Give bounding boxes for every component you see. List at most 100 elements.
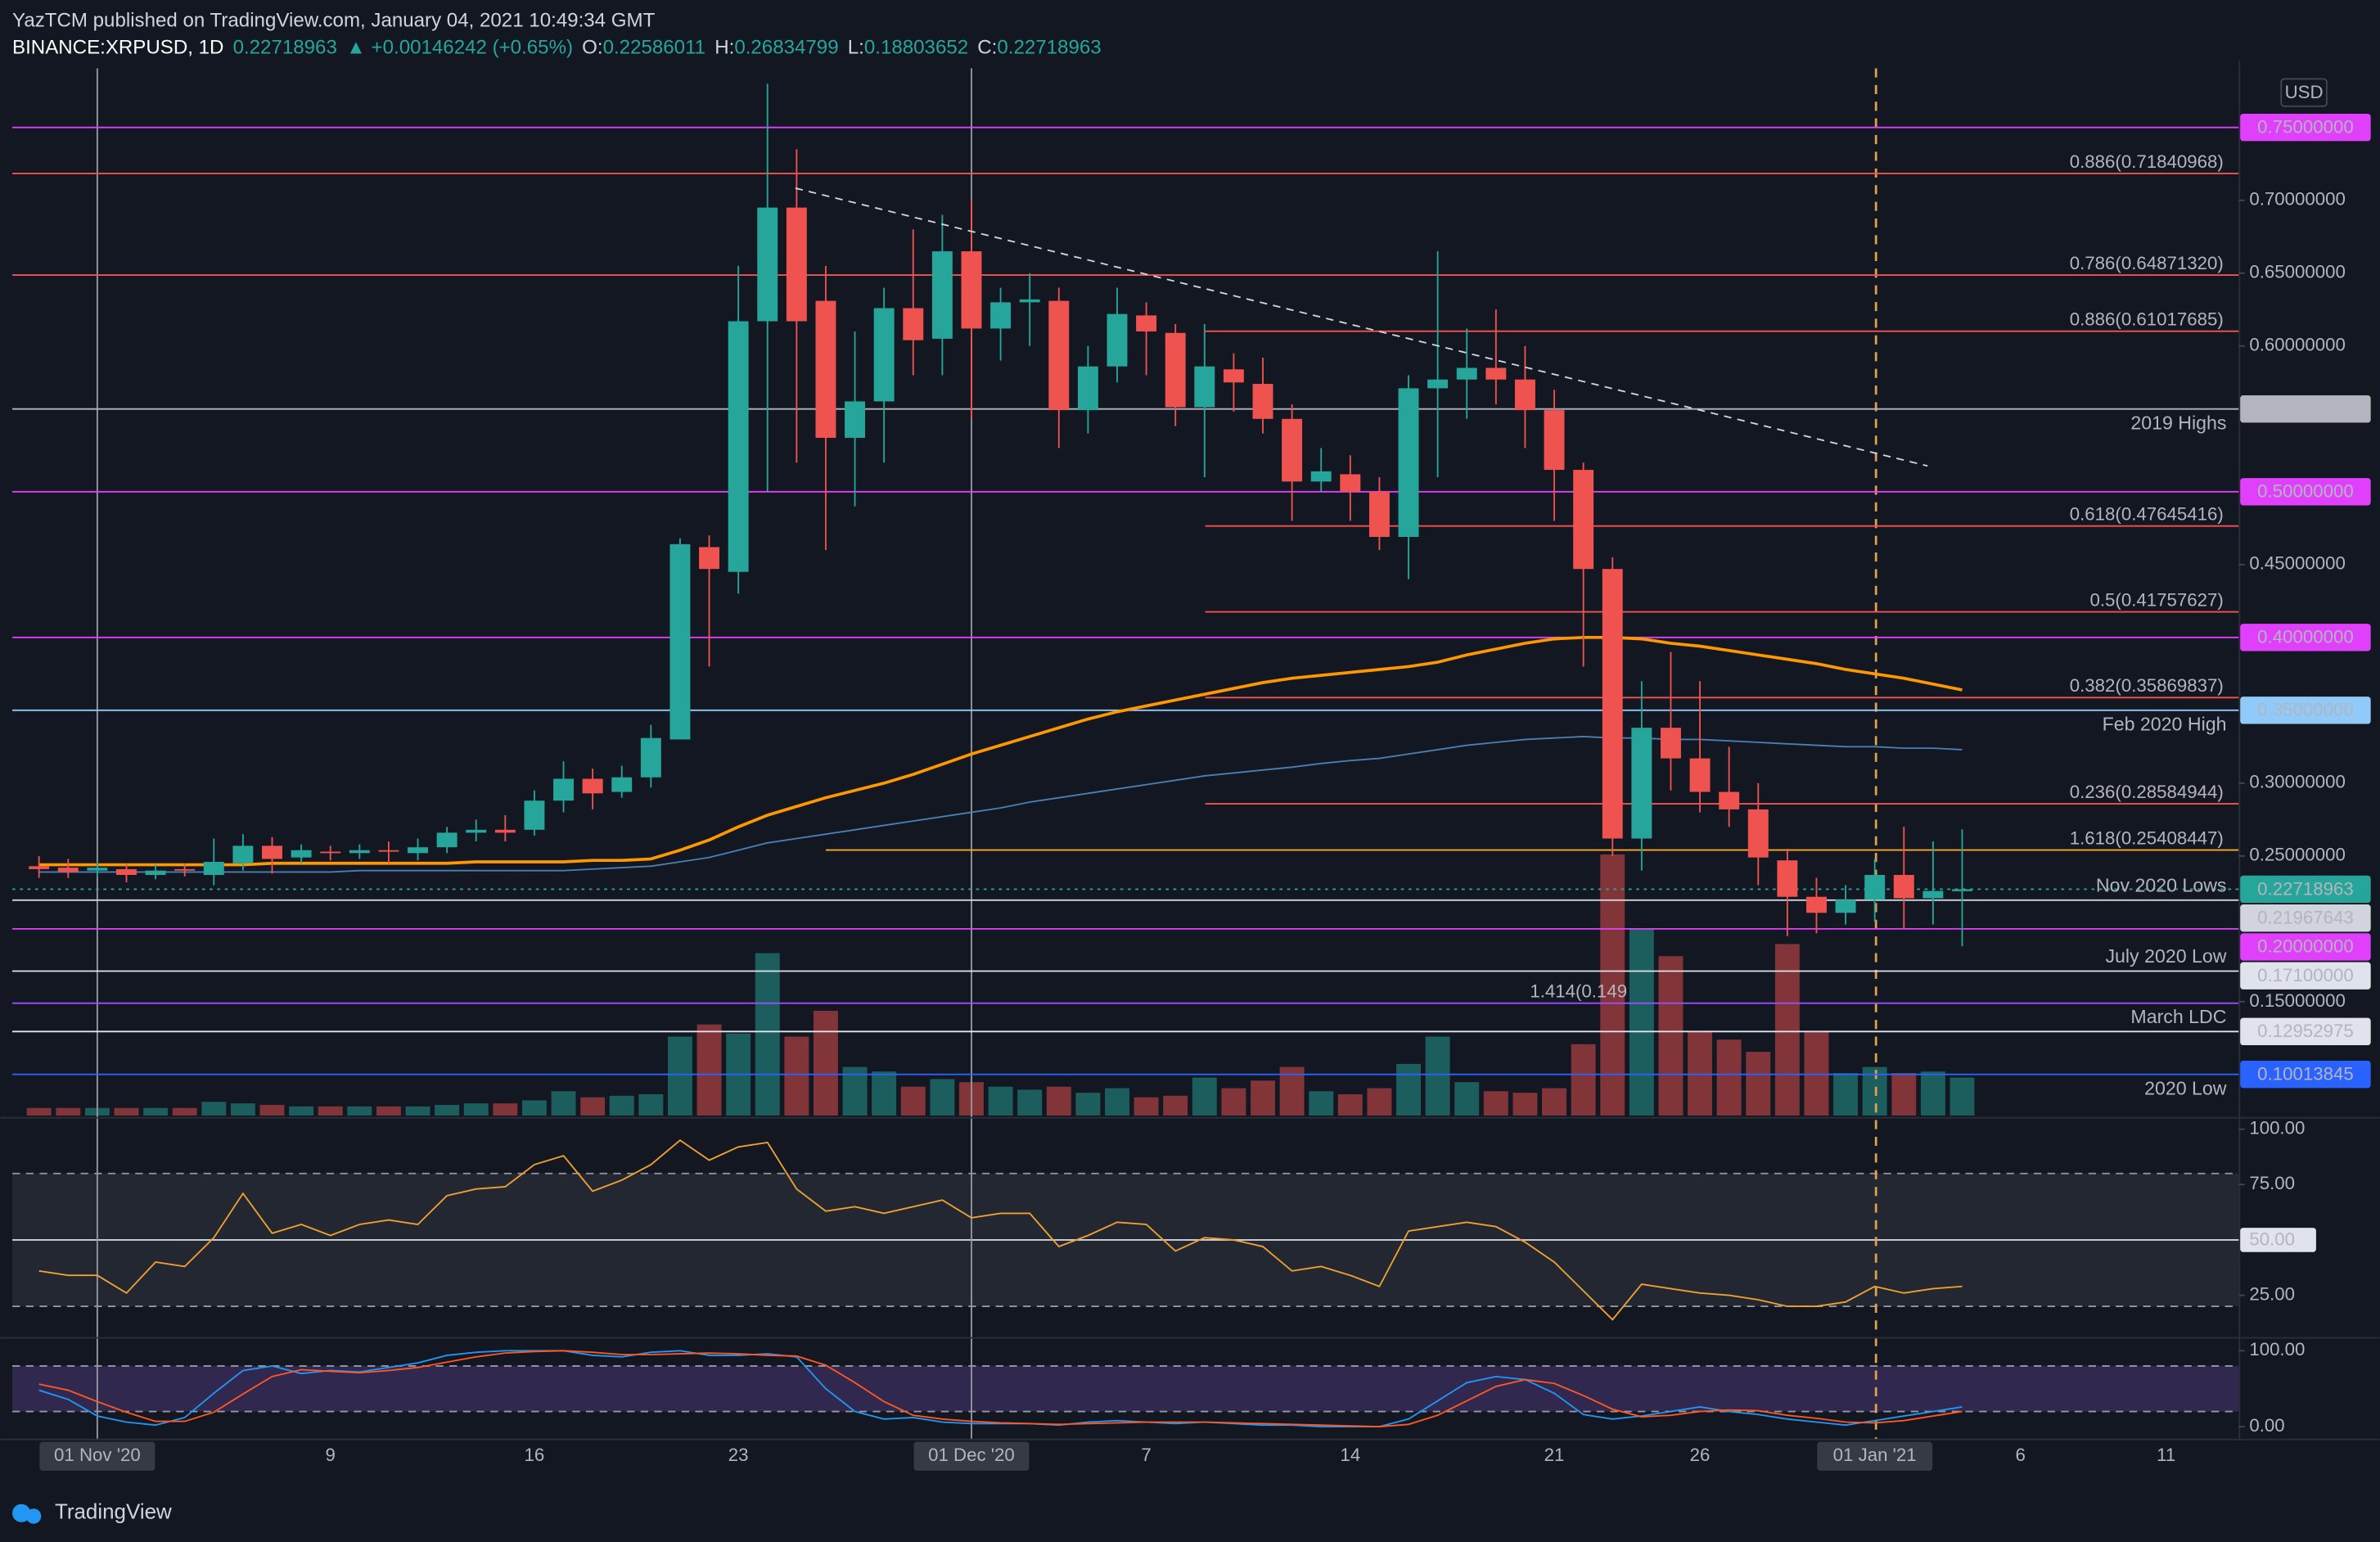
x-tick-box: [1817, 1441, 1933, 1471]
price-tag-label: 0.35000000: [2257, 700, 2354, 720]
candle-body: [1747, 809, 1769, 858]
x-tick-label: 7: [1141, 1445, 1151, 1465]
volume-bar: [1134, 1097, 1159, 1116]
volume-bar: [493, 1103, 518, 1116]
y-tick-label: 0.25000000: [2249, 845, 2346, 865]
volume-bar: [988, 1086, 1013, 1116]
price-tag: [2240, 904, 2371, 932]
level-label: 0.618(0.47645416): [2070, 504, 2224, 525]
volume-bar: [1542, 1088, 1566, 1116]
candle-body: [1019, 299, 1040, 303]
candle-body: [1223, 369, 1244, 383]
volume-bar: [1629, 928, 1654, 1116]
candle-body: [232, 845, 254, 863]
volume-bar: [1192, 1077, 1217, 1116]
midline-label: 50.00: [2249, 1229, 2295, 1250]
candle-body: [1777, 860, 1798, 897]
volume-bar: [1512, 1093, 1538, 1116]
volume-bar: [1483, 1091, 1508, 1116]
y-tick-label: 75.00: [2249, 1173, 2295, 1193]
candle-body: [1952, 889, 1972, 891]
candle-body: [1252, 384, 1273, 419]
candle-body: [408, 847, 428, 854]
currency: USD: [2285, 82, 2324, 102]
brand-logo: TradingView: [12, 1499, 172, 1524]
candle-body: [1544, 410, 1565, 471]
trendline: [795, 187, 1928, 467]
ohlc-label: C:: [977, 37, 997, 59]
volume-bar: [1251, 1080, 1275, 1116]
candle-body: [611, 777, 633, 792]
candle-body: [1107, 313, 1128, 367]
volume-bar: [667, 1036, 692, 1116]
y-tick-label: 100.00: [2249, 1118, 2305, 1138]
candle-body: [436, 832, 458, 848]
candle-body: [815, 300, 836, 438]
volume-bar: [1075, 1093, 1101, 1116]
price-tag: [2240, 1017, 2371, 1046]
price-tag-label: 0.20000000: [2257, 936, 2354, 957]
candle-body: [1806, 896, 1827, 913]
volume-bar: [1046, 1086, 1071, 1116]
candle-body: [145, 870, 166, 876]
candle-body: [786, 207, 807, 322]
candle-body: [1427, 379, 1449, 389]
price-tag: [2240, 875, 2371, 904]
level-label: 0.886(0.71840968): [2070, 151, 2224, 172]
ohlc-label: H:: [714, 37, 734, 59]
midline-tag: [2240, 1228, 2316, 1252]
price-tag-label: 0.10013845: [2257, 1063, 2354, 1084]
candle-body: [1835, 900, 1856, 913]
candle-body: [553, 778, 574, 801]
moving-average: [38, 635, 1963, 867]
y-tick-label: 0.00: [2249, 1415, 2284, 1436]
brand: TradingView: [55, 1499, 172, 1524]
candle-body: [640, 737, 661, 778]
candle-body: [582, 778, 603, 794]
volume-bar: [1920, 1071, 1945, 1116]
price-tag: [2240, 395, 2371, 423]
volume-bar: [1571, 1044, 1596, 1116]
price-tag: [2240, 962, 2371, 990]
indicator-line: [38, 1138, 1963, 1321]
level-label: 0.382(0.35869837): [2070, 675, 2224, 696]
volume-bar: [114, 1107, 139, 1116]
volume-bar: [463, 1103, 489, 1116]
level-note: Nov 2020 Lows: [2096, 874, 2227, 895]
volume-bar: [56, 1107, 81, 1116]
volume-bar: [1017, 1089, 1043, 1116]
ohlc-value: 0.26834799: [734, 37, 838, 59]
x-tick-label: 01 Jan '21: [1833, 1445, 1917, 1465]
x-tick-label: 14: [1340, 1445, 1360, 1465]
candle-body: [1136, 315, 1157, 331]
candle-body: [845, 401, 866, 438]
volume-bar: [289, 1106, 314, 1116]
symbol: BINANCE:XRPUSD, 1D: [12, 37, 223, 59]
volume-bar: [1716, 1039, 1742, 1116]
candle-body: [1602, 569, 1623, 839]
candle-body: [1893, 875, 1914, 899]
candle-body: [757, 207, 778, 322]
candle-body: [1368, 491, 1390, 537]
candle-body: [1514, 379, 1535, 411]
volume-bar: [580, 1097, 606, 1116]
level-note: 2019 Highs: [2130, 412, 2226, 433]
y-tick-label: 0.30000000: [2249, 772, 2346, 792]
y-tick-label: 0.60000000: [2249, 335, 2346, 355]
volume-bar: [1163, 1095, 1188, 1116]
volume-bar: [1221, 1088, 1246, 1116]
candle-body: [320, 851, 341, 854]
candle-body: [57, 868, 79, 872]
price-tag: [2240, 624, 2371, 652]
volume-bar: [1600, 854, 1625, 1116]
candle-body: [116, 868, 137, 876]
x-tick-label: 23: [728, 1445, 749, 1465]
y-tick-label: 0.70000000: [2249, 189, 2346, 210]
y-tick-label: 0.65000000: [2249, 262, 2346, 282]
indicator-line: [38, 1350, 1963, 1427]
x-tick-label: 16: [525, 1445, 545, 1465]
volume-bar: [405, 1106, 430, 1116]
price-tag-label: 0.17100000: [2257, 965, 2354, 985]
